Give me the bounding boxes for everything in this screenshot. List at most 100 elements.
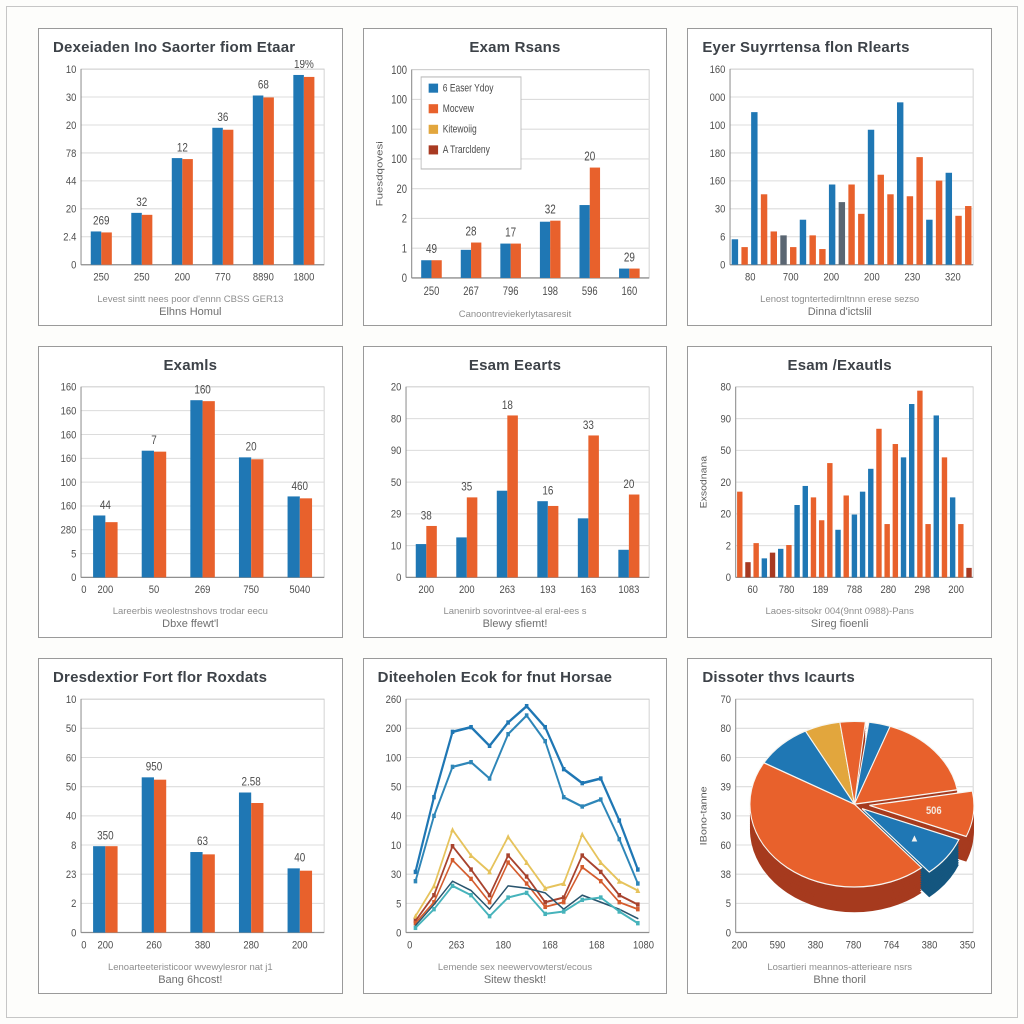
chart-5-svg: 20 80 90 50 29 10 0 200 200 263 193 163 1083 38 35 18 16… xyxy=(391,382,650,596)
svg-text:198: 198 xyxy=(542,285,558,298)
svg-text:5: 5 xyxy=(71,549,76,561)
svg-text:10: 10 xyxy=(391,541,402,553)
svg-text:160: 160 xyxy=(61,382,77,394)
svg-text:590: 590 xyxy=(770,940,786,952)
svg-text:298: 298 xyxy=(915,584,931,596)
svg-text:33: 33 xyxy=(583,419,594,432)
svg-text:160: 160 xyxy=(61,430,77,442)
svg-text:250: 250 xyxy=(134,272,150,284)
svg-text:60: 60 xyxy=(66,753,77,765)
svg-text:0: 0 xyxy=(726,573,731,585)
xaxis-subcaption: Bhne thoril xyxy=(813,974,866,986)
xaxis-caption: Lemende sex neewervowterst/ecous xyxy=(437,962,593,973)
y-axis: 10 50 60 50 40 8 23 2 0 xyxy=(66,694,325,940)
svg-text:30: 30 xyxy=(66,92,77,104)
xaxis-caption: Losartieri meannos-atterieare nsrs xyxy=(767,962,912,973)
svg-text:380: 380 xyxy=(808,940,824,952)
svg-text:380: 380 xyxy=(195,940,211,952)
xaxis-caption: Lenost togntertedirnltnnn erese sezso xyxy=(760,294,920,305)
svg-text:200: 200 xyxy=(864,272,880,284)
svg-text:100: 100 xyxy=(710,120,726,132)
svg-text:38: 38 xyxy=(721,869,732,881)
svg-text:269: 269 xyxy=(93,215,109,228)
svg-text:10: 10 xyxy=(66,694,77,706)
svg-text:50: 50 xyxy=(66,782,77,794)
chart-1-svg: 10 30 20 78 44 20 2.4 0 250 250 200 770 8890 1800 269 3… xyxy=(63,60,325,284)
svg-text:44: 44 xyxy=(100,499,111,512)
chart-title: Esam /Exautls xyxy=(787,357,892,374)
x-axis: 200 590 380 780 764 380 350 xyxy=(732,940,976,952)
xaxis-subcaption: Blewy sfiemt! xyxy=(482,618,548,630)
svg-text:20: 20 xyxy=(66,120,77,132)
svg-text:2: 2 xyxy=(726,541,731,553)
svg-text:20: 20 xyxy=(396,183,406,196)
x-axis: 0 263 180 168 168 1080 xyxy=(407,940,654,952)
svg-text:Kitewoiig: Kitewoiig xyxy=(442,124,476,136)
svg-text:0: 0 xyxy=(396,928,401,940)
chart-title: Diteeholen Ecok for fnut Horsae xyxy=(377,669,613,686)
svg-text:40: 40 xyxy=(294,852,305,865)
svg-text:506: 506 xyxy=(926,805,942,817)
panel-chart-3: Eyer Suyrrtensa flon Rlearts 160 000 100 180… xyxy=(687,28,992,326)
svg-text:5: 5 xyxy=(726,899,731,911)
svg-text:780: 780 xyxy=(779,584,795,596)
svg-text:IBono-tanne: IBono-tanne xyxy=(700,786,710,846)
svg-text:160: 160 xyxy=(621,285,637,298)
svg-text:0: 0 xyxy=(71,928,76,940)
svg-text:20: 20 xyxy=(66,204,77,216)
svg-text:Mocvew: Mocvew xyxy=(442,103,474,115)
chart-title: Dissoter thvs Icaurts xyxy=(702,669,855,686)
xaxis-subcaption: Dbxe ffewt'l xyxy=(162,618,219,630)
svg-text:Exsodnana: Exsodnana xyxy=(699,455,709,508)
x-axis: 200 200 263 193 163 1083 xyxy=(418,584,639,596)
x-axis: 250 250 200 770 8890 1800 xyxy=(93,272,314,284)
svg-text:0: 0 xyxy=(71,260,76,272)
svg-text:40: 40 xyxy=(391,811,402,823)
xaxis-caption: Canoontreviekerlytasaresit xyxy=(458,309,572,320)
svg-text:78: 78 xyxy=(66,148,77,160)
bars: 350 950 63 2.58 40 xyxy=(93,761,313,933)
x-axis: 0 200 50 269 750 5040 xyxy=(81,584,310,596)
chart-9-svg: 70 80 60 39 30 60 38 5 0 IBono-tanne 200 590 380 780 7… xyxy=(700,694,976,952)
svg-text:40: 40 xyxy=(66,811,77,823)
bars: 269 32 12 36 68 19% xyxy=(90,60,315,265)
svg-text:7: 7 xyxy=(151,434,156,447)
svg-text:750: 750 xyxy=(243,584,259,596)
svg-text:200: 200 xyxy=(385,723,401,735)
xaxis-subcaption: Bang 6hcost! xyxy=(158,974,223,986)
svg-text:2: 2 xyxy=(71,899,76,911)
bars xyxy=(737,390,973,578)
chart-title: Esam Eearts xyxy=(468,357,562,374)
x-axis: 250 267 796 198 596 160 xyxy=(423,285,637,298)
svg-text:100: 100 xyxy=(391,94,407,107)
xaxis-caption: Lenoarteeteristicoor wvewylesror nat j1 xyxy=(107,962,273,973)
svg-text:0: 0 xyxy=(401,272,406,285)
svg-text:2: 2 xyxy=(401,213,406,226)
svg-text:6 Easer Ydoy: 6 Easer Ydoy xyxy=(442,83,493,95)
bars xyxy=(732,102,972,265)
xaxis-caption: Lanenirb sovorintvee-al eral-ees s xyxy=(443,606,587,617)
svg-text:80: 80 xyxy=(721,723,732,735)
chart-3-svg: 160 000 100 180 160 30 6 0 80 700 200 200 230 320 xyxy=(710,64,974,284)
svg-text:160: 160 xyxy=(61,453,77,465)
svg-text:50: 50 xyxy=(391,782,402,794)
svg-text:263: 263 xyxy=(499,584,515,596)
svg-text:50: 50 xyxy=(149,584,160,596)
svg-text:8890: 8890 xyxy=(253,272,274,284)
svg-text:180: 180 xyxy=(710,148,726,160)
svg-text:100: 100 xyxy=(61,477,77,489)
chart-title: Eyer Suyrrtensa flon Rlearts xyxy=(702,39,910,56)
svg-text:23: 23 xyxy=(66,869,77,881)
svg-text:260: 260 xyxy=(385,694,401,706)
svg-text:1080: 1080 xyxy=(633,940,654,952)
x-axis: 60 780 189 788 280 298 200 xyxy=(748,584,965,596)
panel-chart-8: Diteeholen Ecok for fnut Horsae 260 200 100… xyxy=(362,658,668,994)
svg-text:0: 0 xyxy=(407,940,412,952)
svg-text:263: 263 xyxy=(448,940,464,952)
svg-text:8: 8 xyxy=(71,840,76,852)
svg-text:189: 189 xyxy=(813,584,829,596)
svg-text:0: 0 xyxy=(726,928,731,940)
svg-text:100: 100 xyxy=(391,64,407,77)
